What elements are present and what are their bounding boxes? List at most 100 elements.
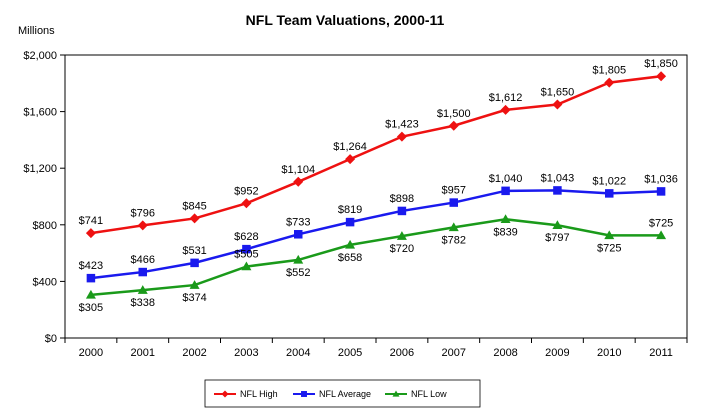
nfl-average-point bbox=[242, 244, 251, 254]
nfl-low-data-label: $782 bbox=[442, 234, 466, 246]
nfl-average-line bbox=[90, 189, 662, 280]
legend: NFL High NFL Average NFL Low bbox=[214, 389, 447, 399]
nfl-high-data-label: $1,500 bbox=[437, 108, 471, 120]
nfl-high-data-label: $1,650 bbox=[541, 87, 575, 99]
nfl-high-data-label: $1,104 bbox=[281, 164, 315, 176]
legend-nfl-low: NFL Low bbox=[385, 389, 447, 399]
nfl-average-data-label: $898 bbox=[390, 193, 414, 205]
nfl-low-data-label: $305 bbox=[79, 302, 103, 314]
nfl-high-data-label: $1,612 bbox=[489, 92, 523, 104]
nfl-average-data-label: $466 bbox=[131, 254, 155, 266]
x-tick-label: 2003 bbox=[234, 347, 258, 359]
nfl-high-data-label: $1,423 bbox=[385, 119, 419, 131]
chart-title: NFL Team Valuations, 2000-11 bbox=[246, 12, 445, 28]
x-tick-label: 2001 bbox=[131, 347, 155, 359]
x-tick-label: 2010 bbox=[597, 347, 621, 359]
nfl-low-data-label: $839 bbox=[493, 226, 517, 238]
nfl-high-point bbox=[293, 176, 304, 187]
nfl-high-data-label: $845 bbox=[182, 200, 206, 212]
legend-label: NFL High bbox=[240, 389, 278, 399]
nfl-low-data-label: $505 bbox=[234, 249, 258, 261]
nfl-high-data-label: $1,805 bbox=[592, 65, 626, 77]
nfl-average-point bbox=[138, 267, 147, 277]
nfl-average-data-label: $733 bbox=[286, 216, 310, 228]
nfl-low-data-label: $338 bbox=[131, 297, 155, 309]
nfl-average-point bbox=[553, 186, 562, 195]
nfl-low-point bbox=[137, 285, 148, 294]
nfl-low-point bbox=[85, 289, 96, 299]
series-group: $741 $796 $845 $952 $1,104 $1,264 $1,423 $1,500… bbox=[79, 58, 678, 314]
y-tick-label: $0 bbox=[45, 333, 57, 345]
nfl-high-point bbox=[604, 77, 615, 88]
nfl-low-point bbox=[656, 230, 667, 240]
nfl-average-point bbox=[345, 217, 355, 227]
nfl-low-data-label: $725 bbox=[597, 242, 621, 254]
nfl-high-point bbox=[241, 198, 252, 209]
nfl-average-data-label: $957 bbox=[442, 185, 466, 197]
y-axis-unit: Millions bbox=[18, 25, 55, 37]
nfl-high-point bbox=[500, 104, 511, 115]
nfl-low-point bbox=[189, 280, 200, 289]
x-tick-label: 2006 bbox=[390, 347, 414, 359]
nfl-high-point bbox=[189, 213, 200, 224]
nfl-average-data-label: $1,043 bbox=[541, 172, 575, 184]
legend-nfl-average: NFL Average bbox=[293, 389, 371, 399]
legend-label: NFL Low bbox=[411, 389, 447, 399]
nfl-low-point bbox=[448, 222, 459, 232]
y-tick-label: $1,200 bbox=[23, 163, 57, 175]
nfl-average-data-label: $1,040 bbox=[489, 173, 523, 185]
nfl-high-point bbox=[137, 220, 148, 231]
y-tick-label: $400 bbox=[33, 276, 57, 288]
x-tick-label: 2011 bbox=[649, 347, 673, 359]
nfl-low-point bbox=[345, 239, 356, 249]
nfl-average-point bbox=[501, 186, 510, 196]
legend-marker bbox=[301, 391, 307, 397]
nfl-high-data-label: $952 bbox=[234, 185, 258, 197]
legend-marker bbox=[221, 390, 229, 398]
nfl-low-point bbox=[396, 231, 407, 240]
nfl-low-data-label: $374 bbox=[182, 292, 206, 304]
x-tick-label: 2009 bbox=[545, 347, 569, 359]
nfl-low-point bbox=[241, 261, 252, 271]
y-tick-label: $1,600 bbox=[23, 107, 57, 119]
x-tick-label: 2002 bbox=[182, 347, 206, 359]
nfl-low-line bbox=[90, 218, 662, 297]
nfl-average-data-label: $628 bbox=[234, 231, 258, 243]
nfl-average-data-label: $531 bbox=[182, 245, 206, 257]
nfl-high-data-label: $1,850 bbox=[644, 58, 678, 70]
nfl-average-data-label: $1,036 bbox=[644, 173, 678, 185]
nfl-high-data-label: $741 bbox=[79, 215, 103, 227]
nfl-high-point bbox=[448, 120, 459, 131]
y-tick-label: $2,000 bbox=[23, 50, 57, 62]
nfl-low-data-label: $720 bbox=[390, 243, 414, 255]
x-tick-label: 2005 bbox=[338, 347, 362, 359]
legend-box bbox=[204, 379, 481, 408]
legend-label: NFL Average bbox=[319, 389, 371, 399]
nfl-average-data-label: $819 bbox=[338, 204, 362, 216]
x-tick-label: 2008 bbox=[493, 347, 517, 359]
x-tick-label: 2000 bbox=[79, 347, 103, 359]
nfl-high-data-label: $1,264 bbox=[333, 141, 367, 153]
nfl-average-point bbox=[294, 230, 303, 239]
nfl-average-point bbox=[449, 198, 458, 207]
nfl-high-data-label: $796 bbox=[131, 207, 155, 219]
nfl-average-point bbox=[397, 206, 407, 216]
nfl-high-point bbox=[396, 131, 407, 142]
legend-nfl-high: NFL High bbox=[214, 389, 278, 399]
nfl-low-data-label: $658 bbox=[338, 252, 362, 264]
nfl-high-point bbox=[85, 228, 96, 239]
nfl-high-line bbox=[90, 74, 662, 235]
axes: $0 $400 $800 $1,200 $1,600 $2,000 2000 2001 2002… bbox=[23, 50, 688, 359]
nfl-average-point bbox=[656, 187, 666, 196]
nfl-average-point bbox=[190, 258, 199, 268]
x-tick-label: 2007 bbox=[442, 347, 466, 359]
nfl-low-point bbox=[552, 220, 563, 229]
nfl-high-point bbox=[656, 71, 667, 82]
nfl-average-data-label: $1,022 bbox=[592, 175, 626, 187]
nfl-average-point bbox=[605, 189, 614, 198]
nfl-low-point bbox=[500, 214, 511, 224]
nfl-high-point bbox=[552, 99, 563, 110]
nfl-high-point bbox=[345, 154, 356, 165]
nfl-average-data-label: $423 bbox=[79, 260, 103, 272]
